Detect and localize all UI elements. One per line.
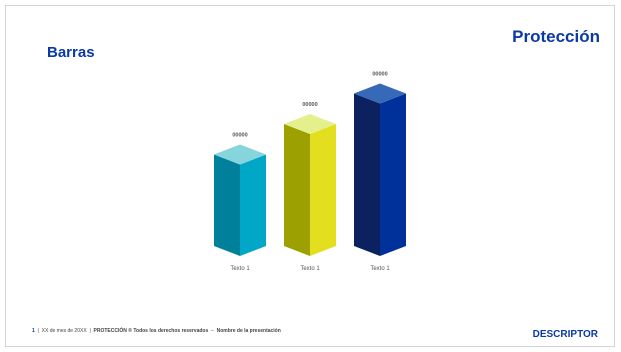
bar-3 (354, 83, 406, 256)
category-label: Texto 1 (300, 266, 320, 272)
bar-top-face (214, 144, 266, 165)
bar-top-face (354, 83, 406, 104)
bar-2 (284, 114, 336, 256)
footer: 1 | XX de mes de 20XX | PROTECCIÓN ® Tod… (32, 328, 281, 334)
footer-separator: | (36, 328, 41, 334)
bar-right-face (240, 154, 266, 256)
slide: Barras Protección 00000 Texto 1 00000 Texto… (5, 5, 615, 347)
data-label: 00000 (232, 133, 247, 139)
footer-copyright: PROTECCIÓN ® Todos los derechos reservad… (93, 328, 209, 334)
data-label: 00000 (302, 102, 317, 108)
bar-1 (214, 144, 266, 256)
brand-logo-text: Protección (512, 27, 600, 46)
descriptor-label: DESCRIPTOR (532, 329, 598, 340)
bar-top-face (284, 114, 336, 134)
bar-left-face (284, 124, 310, 256)
footer-separator: | (88, 328, 93, 334)
category-label: Texto 1 (230, 266, 250, 272)
data-label: 00000 (372, 72, 387, 78)
page-number: 1 (32, 328, 35, 334)
bar-right-face (380, 93, 406, 256)
bar-left-face (354, 93, 380, 256)
category-label: Texto 1 (370, 266, 390, 272)
footer-date: XX de mes de 20XX (41, 328, 87, 334)
footer-presentation-name: Nombre de la presentación (216, 328, 281, 334)
footer-dash: – (209, 328, 216, 334)
slide-title: Barras (47, 44, 95, 61)
bar-right-face (310, 124, 336, 256)
bar-chart: 00000 Texto 1 00000 Texto 1 00000 Texto 1 (214, 72, 406, 272)
bar-left-face (214, 154, 240, 256)
